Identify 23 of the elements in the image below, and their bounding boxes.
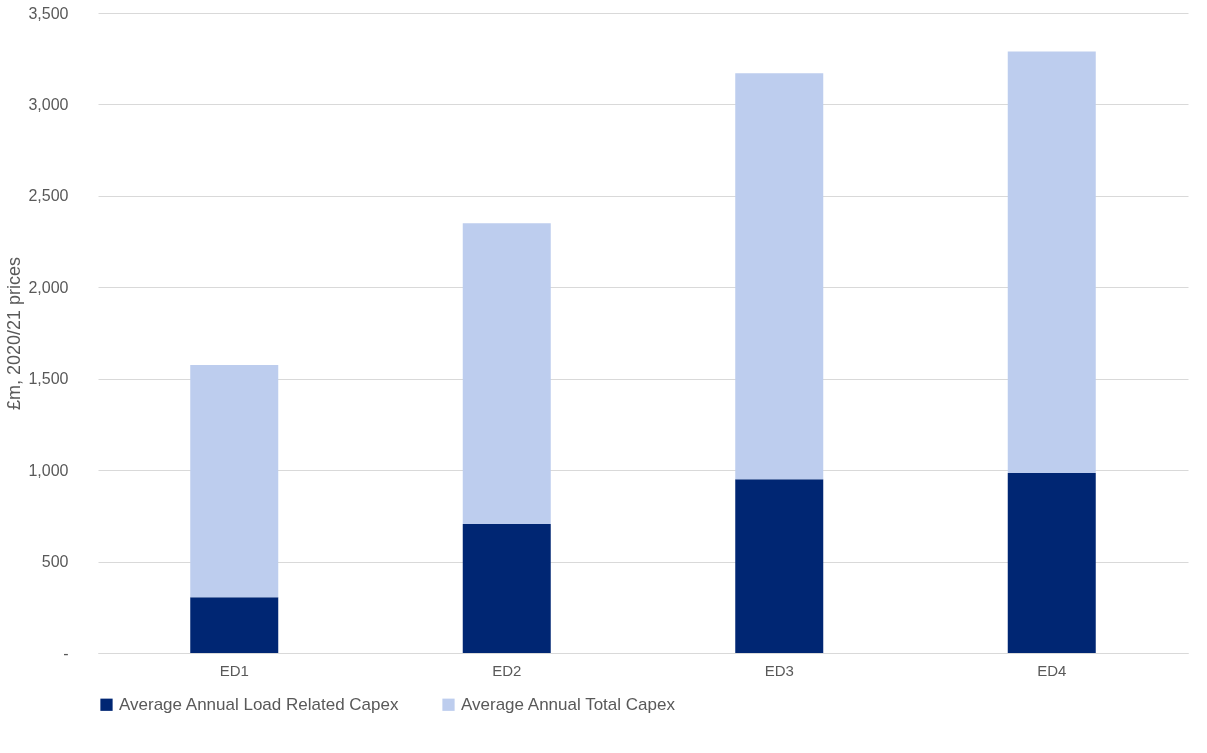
legend-label: Average Annual Total Capex	[461, 694, 676, 714]
bar	[190, 597, 279, 653]
bar	[1007, 472, 1096, 653]
legend-label: Average Annual Load Related Capex	[119, 694, 399, 714]
x-tick-label: ED1	[219, 661, 249, 679]
bar	[1007, 51, 1096, 473]
y-tick-label: 1,000	[28, 461, 69, 479]
bar	[735, 479, 824, 653]
y-tick-label: -	[63, 644, 69, 662]
y-axis-title: £m, 2020/21 prices	[4, 256, 25, 411]
y-tick-label: 2,000	[28, 278, 69, 296]
y-tick-label: 2,500	[28, 187, 69, 205]
bar	[735, 73, 824, 480]
y-tick-label: 3,500	[28, 4, 69, 22]
x-tick-label: ED2	[492, 661, 522, 679]
y-tick-label: 1,500	[28, 370, 69, 388]
bar	[462, 223, 551, 525]
bar	[190, 365, 279, 598]
y-tick-label: 500	[41, 553, 69, 571]
x-tick-label: ED3	[764, 661, 794, 679]
y-tick-label: 3,000	[28, 95, 69, 113]
x-tick-label: ED4	[1037, 661, 1067, 679]
bar	[462, 524, 551, 653]
